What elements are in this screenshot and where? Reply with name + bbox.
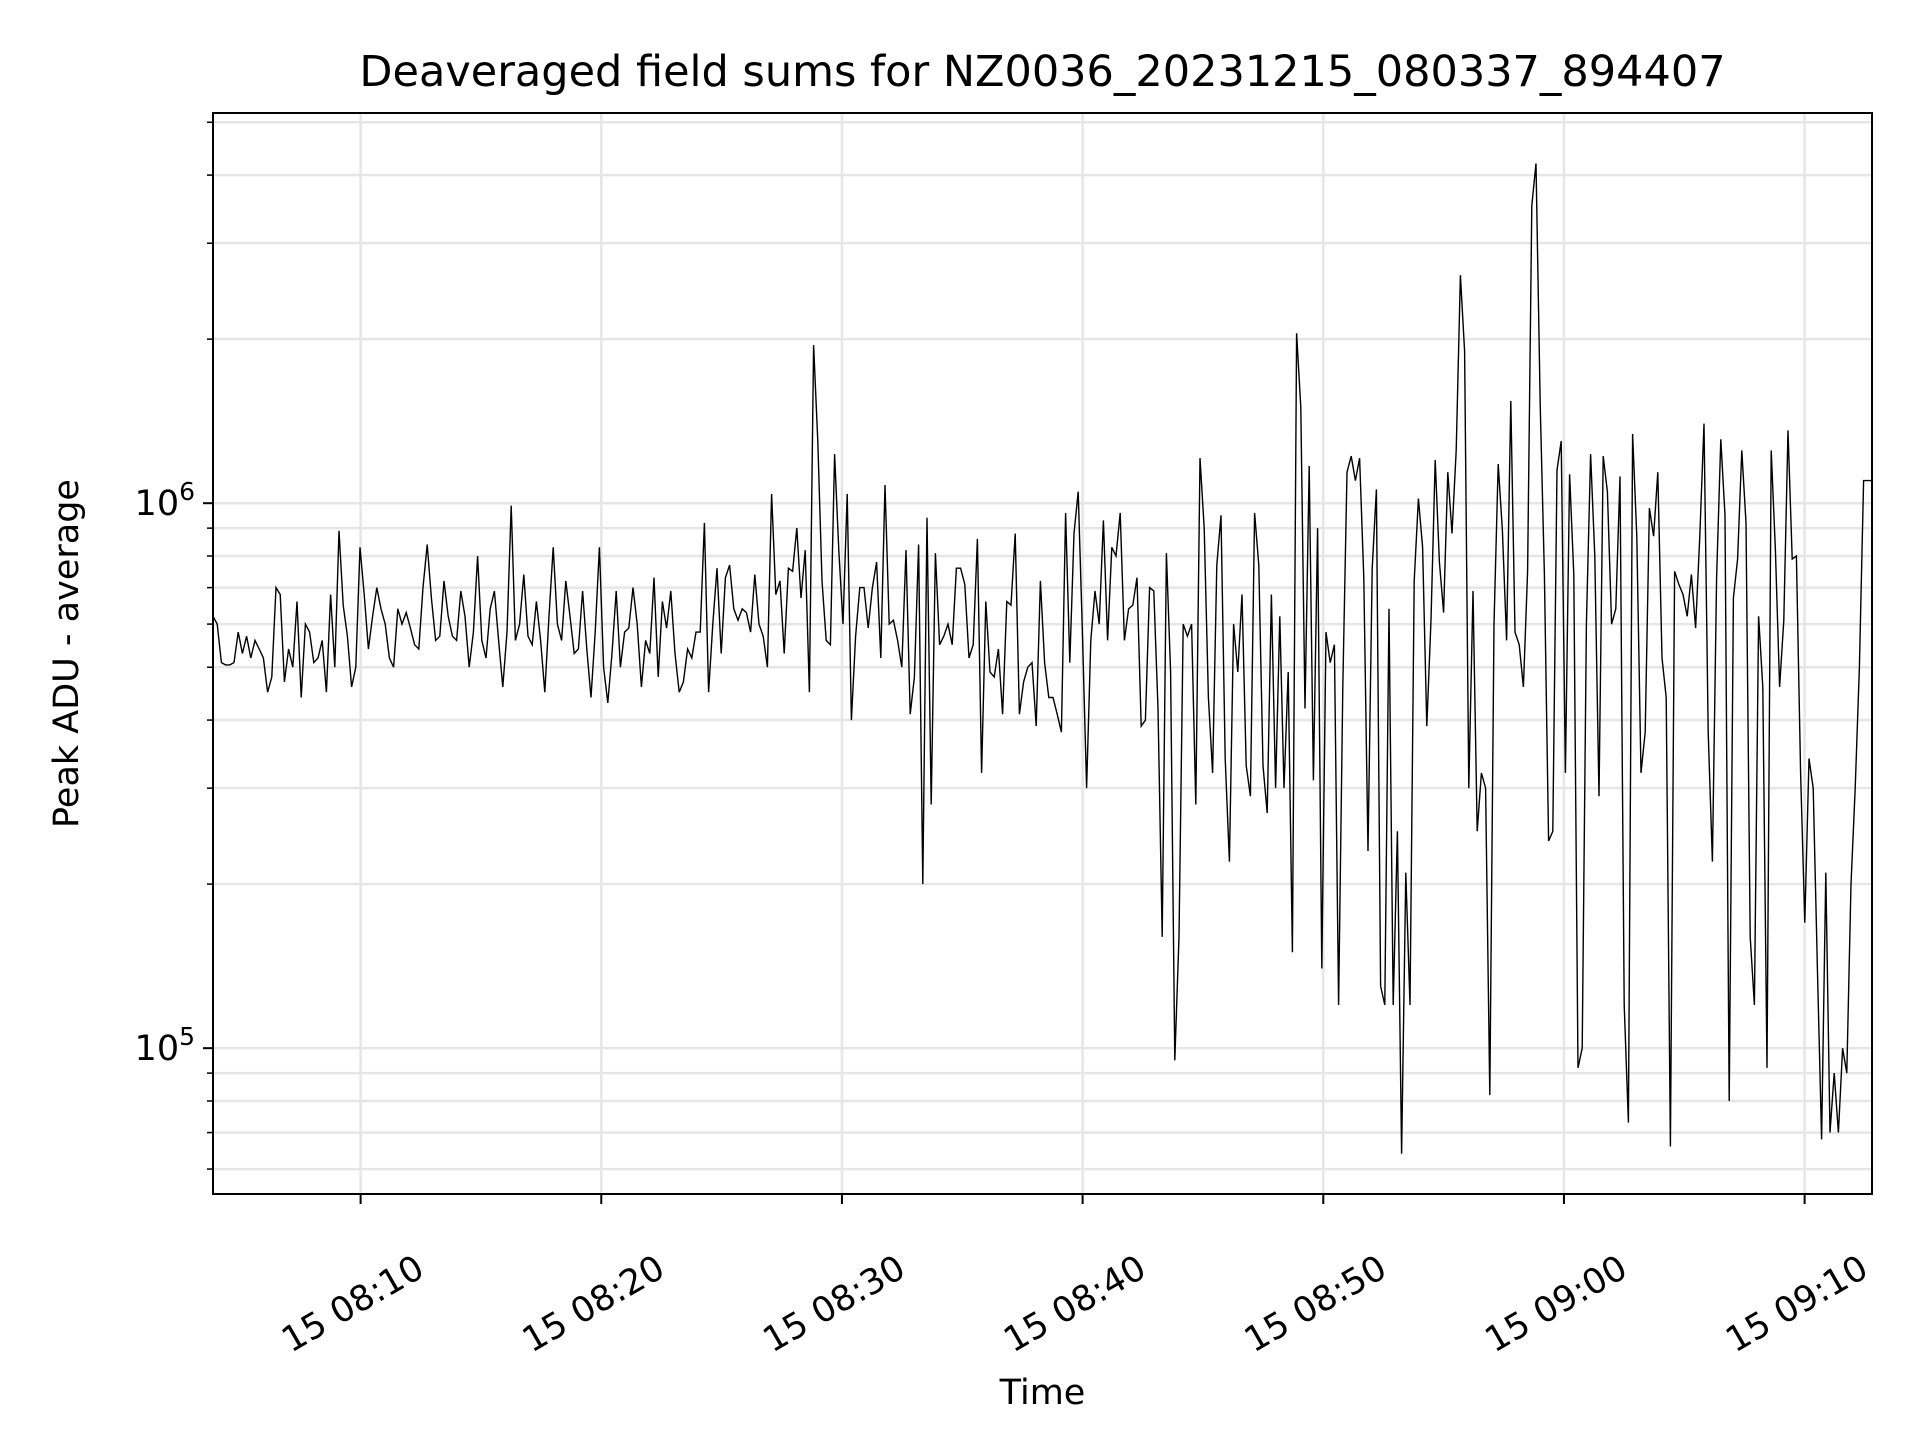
series-line — [212, 163, 1872, 1154]
y-tick-label: 106 — [135, 477, 195, 524]
plot-frame — [212, 112, 1873, 1195]
x-axis-label: Time — [999, 1373, 1086, 1413]
y-tick-label: 105 — [135, 1022, 195, 1069]
y-axis-label: Peak ADU - average — [47, 479, 87, 828]
chart-title: Deaveraged field sums for NZ0036_2023121… — [359, 47, 1725, 97]
y-axis: 105 106 — [135, 121, 213, 1170]
data-series — [212, 163, 1872, 1154]
